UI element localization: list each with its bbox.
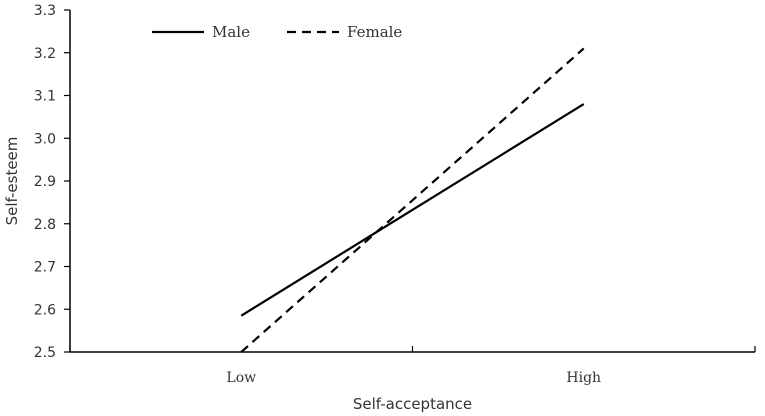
y-tick-label: 2.7 — [34, 260, 56, 276]
y-tick-label: 3.3 — [34, 3, 56, 19]
x-axis: Low High — [69, 346, 756, 386]
legend-label-female: Female — [347, 23, 402, 41]
x-tick-label: High — [566, 370, 601, 386]
y-tick-label: 3.0 — [34, 131, 56, 147]
y-tick-label: 2.9 — [34, 174, 56, 190]
x-tick-label: Low — [226, 370, 256, 386]
series-line-female — [240, 47, 585, 353]
y-tick-label: 2.5 — [34, 345, 56, 361]
y-tick-label: 3.1 — [34, 89, 56, 105]
y-tick-label: 3.2 — [34, 46, 56, 62]
legend-label-male: Male — [212, 23, 250, 41]
y-axis: 2.5 2.6 2.7 2.8 2.9 3.0 3.1 3.2 3.3 — [34, 3, 71, 361]
series-layer — [240, 47, 585, 353]
y-tick-label: 2.8 — [34, 217, 56, 233]
y-axis-title: Self-esteem — [3, 137, 21, 226]
y-tick-label: 2.6 — [34, 302, 56, 318]
x-axis-title: Self-acceptance — [353, 395, 472, 413]
legend: Male Female — [152, 23, 402, 41]
series-line-male — [240, 103, 585, 317]
